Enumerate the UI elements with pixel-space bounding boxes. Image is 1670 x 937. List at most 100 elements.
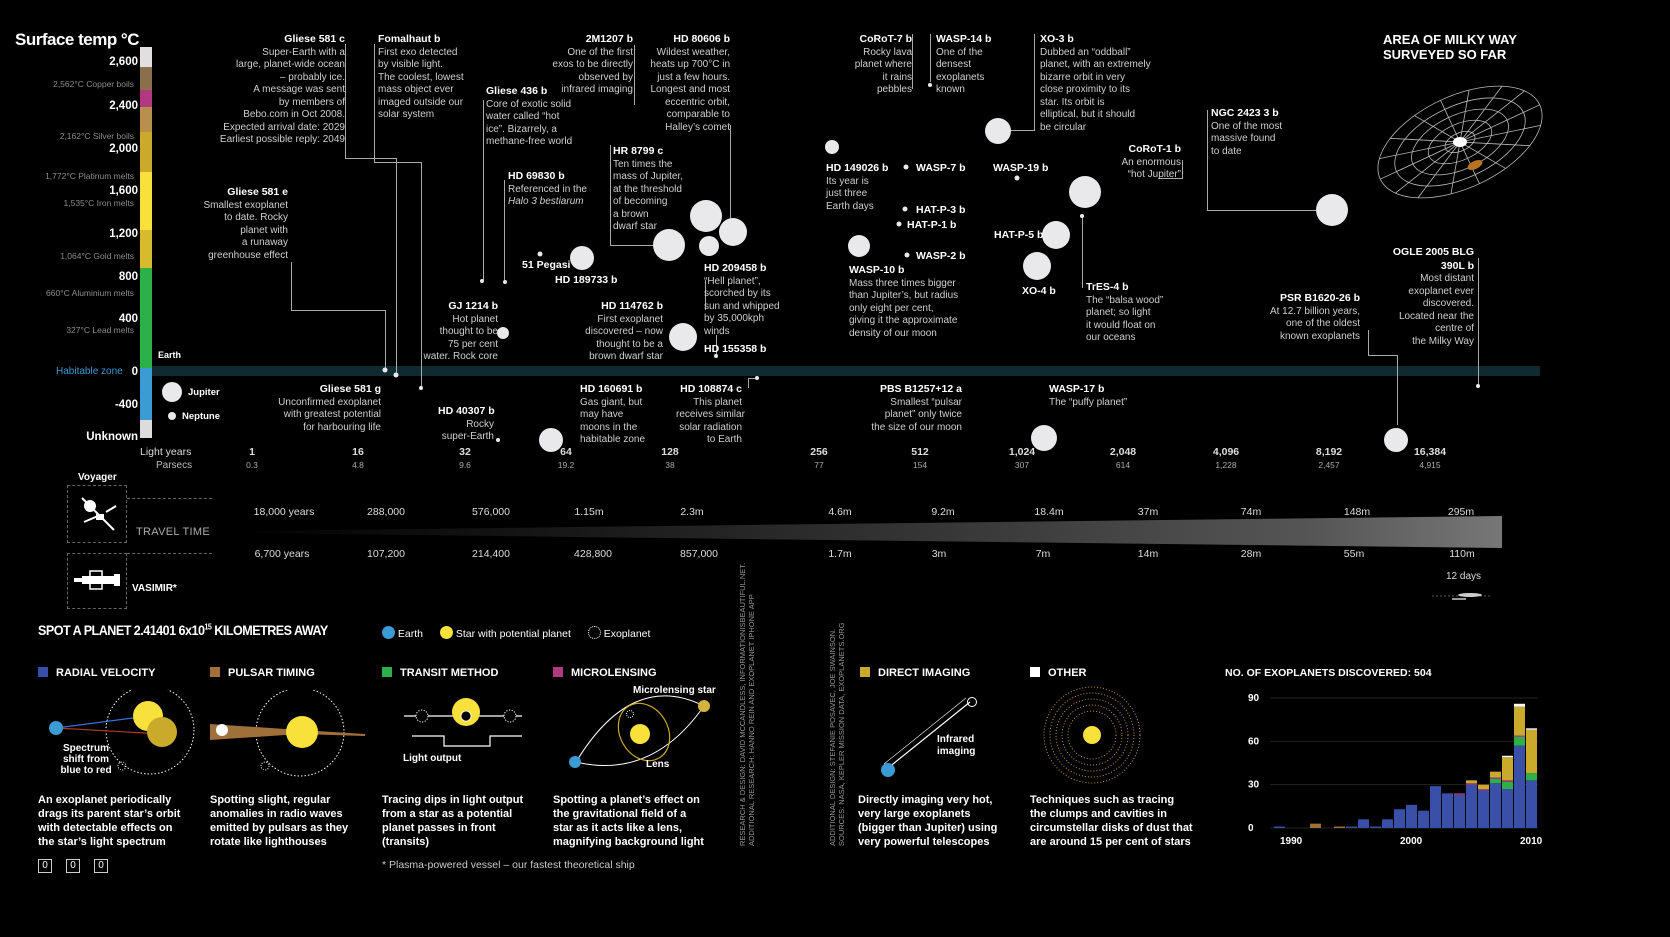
earth-label: Earth — [158, 350, 182, 360]
planet-dot[interactable] — [904, 252, 910, 258]
voyager-travel-time: 295m — [1447, 506, 1475, 518]
planet-dot[interactable] — [1031, 425, 1057, 451]
voyager-label: Voyager — [78, 472, 117, 483]
planet-annotation: Gliese 436 b Core of exotic solid water … — [486, 85, 573, 147]
method-color-swatch — [382, 667, 392, 677]
bar-segment — [1526, 773, 1537, 781]
planet-name: NGC 2423 3 b — [1211, 107, 1279, 119]
scale-value: 1,200 — [109, 228, 138, 240]
exoplanet-legend-icon — [587, 626, 601, 639]
planet-dot[interactable] — [719, 218, 747, 246]
method-description: Techniques such as tracing the clumps an… — [1030, 794, 1193, 848]
planet-dot[interactable] — [1384, 428, 1408, 452]
planet-dot[interactable] — [419, 386, 423, 390]
counter-box[interactable]: 0 — [38, 859, 52, 873]
planet-annotation: HD 108874 c This planet receives similar… — [676, 383, 745, 445]
planet-dot[interactable] — [690, 200, 722, 232]
scale-reference: 2,562°C Copper boils — [53, 79, 134, 89]
bar-segment — [1430, 786, 1441, 828]
star-legend-icon — [439, 626, 453, 639]
planet-dot[interactable] — [903, 164, 909, 170]
parsecs-label: Parsecs — [156, 460, 193, 471]
scale-reference: 2,162°C Silver boils — [59, 131, 134, 141]
planet-dot[interactable] — [825, 140, 839, 154]
voyager-box — [67, 485, 127, 543]
planet-dot[interactable] — [539, 428, 563, 452]
bar-segment — [1478, 790, 1489, 828]
planet-name: PBS B1257+12 a — [879, 383, 962, 395]
planet-dot[interactable] — [896, 221, 902, 227]
bar-segment — [1514, 735, 1525, 737]
planet-dot[interactable] — [848, 235, 870, 257]
planet-name: 390L b — [1440, 259, 1474, 272]
planet-annotation: WASP-7 b — [916, 162, 966, 176]
method-description: Spotting a planet’s effect on the gravit… — [553, 794, 704, 848]
planet-annotation: HAT-P-1 b — [907, 219, 956, 233]
scale-value: 2,400 — [109, 100, 138, 112]
planet-annotation: GJ 1214 b Hot planet thought to be 75 pe… — [423, 300, 498, 362]
planet-dot[interactable] — [496, 438, 500, 442]
planet-name: WASP-17 b — [1049, 383, 1105, 395]
planet-dot[interactable] — [393, 372, 399, 378]
light-years-tick: 1,024 — [1008, 446, 1036, 458]
counter-box[interactable]: 0 — [94, 859, 108, 873]
voyager-travel-time: 148m — [1343, 506, 1371, 518]
planet-dot[interactable] — [1042, 221, 1070, 249]
bar-segment — [1490, 771, 1501, 778]
planet-dot[interactable] — [1476, 384, 1480, 388]
planet-dot[interactable] — [928, 83, 932, 87]
planet-annotation: HAT-P-3 b — [916, 204, 965, 218]
planet-dot[interactable] — [902, 206, 908, 212]
scale-reference: 1,064°C Gold melts — [60, 251, 134, 261]
method-radial-velocity: RADIAL VELOCITY — [38, 667, 155, 679]
planet-dot[interactable] — [985, 118, 1011, 144]
planet-dot[interactable] — [755, 376, 759, 380]
planet-annotation: HD 114762 b First exoplanet discovered –… — [585, 300, 663, 362]
planet-annotation: HD 80606 b Wildest weather, heats up 700… — [650, 33, 730, 133]
direct-imaging-note: Infrared imaging — [937, 734, 976, 757]
planet-dot[interactable] — [503, 280, 507, 284]
planet-dot[interactable] — [382, 367, 388, 373]
y-tick-label: 90 — [1248, 693, 1260, 704]
planet-dot[interactable] — [1080, 214, 1084, 218]
vasimir-travel-time: 28m — [1240, 548, 1262, 560]
planet-dot[interactable] — [480, 279, 484, 283]
vasimir-travel-time: 110m — [1449, 548, 1475, 560]
bar-segment — [1454, 793, 1465, 795]
bar-segment — [1358, 819, 1369, 828]
light-years-tick: 64 — [560, 446, 572, 458]
planet-dot[interactable] — [537, 251, 543, 257]
planet-dot[interactable] — [1069, 176, 1101, 208]
voyager-icon — [81, 497, 117, 531]
footnote: * Plasma-powered vessel – our fastest th… — [382, 859, 635, 871]
planet-annotation: NGC 2423 3 b One of the most massive fou… — [1211, 107, 1283, 157]
planet-dot[interactable] — [653, 229, 685, 261]
parsecs-tick: 4,915 — [1419, 460, 1441, 470]
light-years-label: Light years — [140, 446, 192, 458]
planet-dot[interactable] — [570, 246, 594, 270]
vasimir-travel-time: 6,700 years — [254, 548, 310, 560]
vasimir-travel-time: 428,800 — [574, 548, 612, 560]
scale-reference: 1,772°C Platinum melts — [45, 171, 134, 181]
vasimir-box — [67, 553, 127, 609]
earth-legend-icon — [382, 626, 395, 639]
planet-dot[interactable] — [699, 236, 719, 256]
voyager-travel-time: 1.15m — [574, 506, 604, 518]
planet-dot[interactable] — [1014, 175, 1020, 181]
counter-box[interactable]: 0 — [66, 859, 80, 873]
transit-note: Light output — [403, 753, 462, 764]
planet-dot[interactable] — [714, 354, 718, 358]
planet-dot[interactable] — [1316, 194, 1348, 226]
planet-dot[interactable] — [1023, 252, 1051, 280]
planet-annotation: Gliese 581 e Smallest exoplanet to date.… — [203, 186, 289, 261]
planet-name: WASP-7 b — [916, 162, 966, 174]
scale-value: -400 — [114, 399, 138, 411]
planet-name: WASP-14 b — [936, 33, 992, 45]
vasimir-connector — [127, 553, 212, 554]
voyager-connector — [127, 498, 212, 499]
planet-dot[interactable] — [497, 327, 509, 339]
light-years-tick: 16 — [352, 446, 364, 458]
vasimir-travel-time: 55m — [1343, 548, 1365, 560]
planet-dot[interactable] — [669, 323, 697, 351]
planet-name: HD 209458 b — [704, 262, 767, 274]
